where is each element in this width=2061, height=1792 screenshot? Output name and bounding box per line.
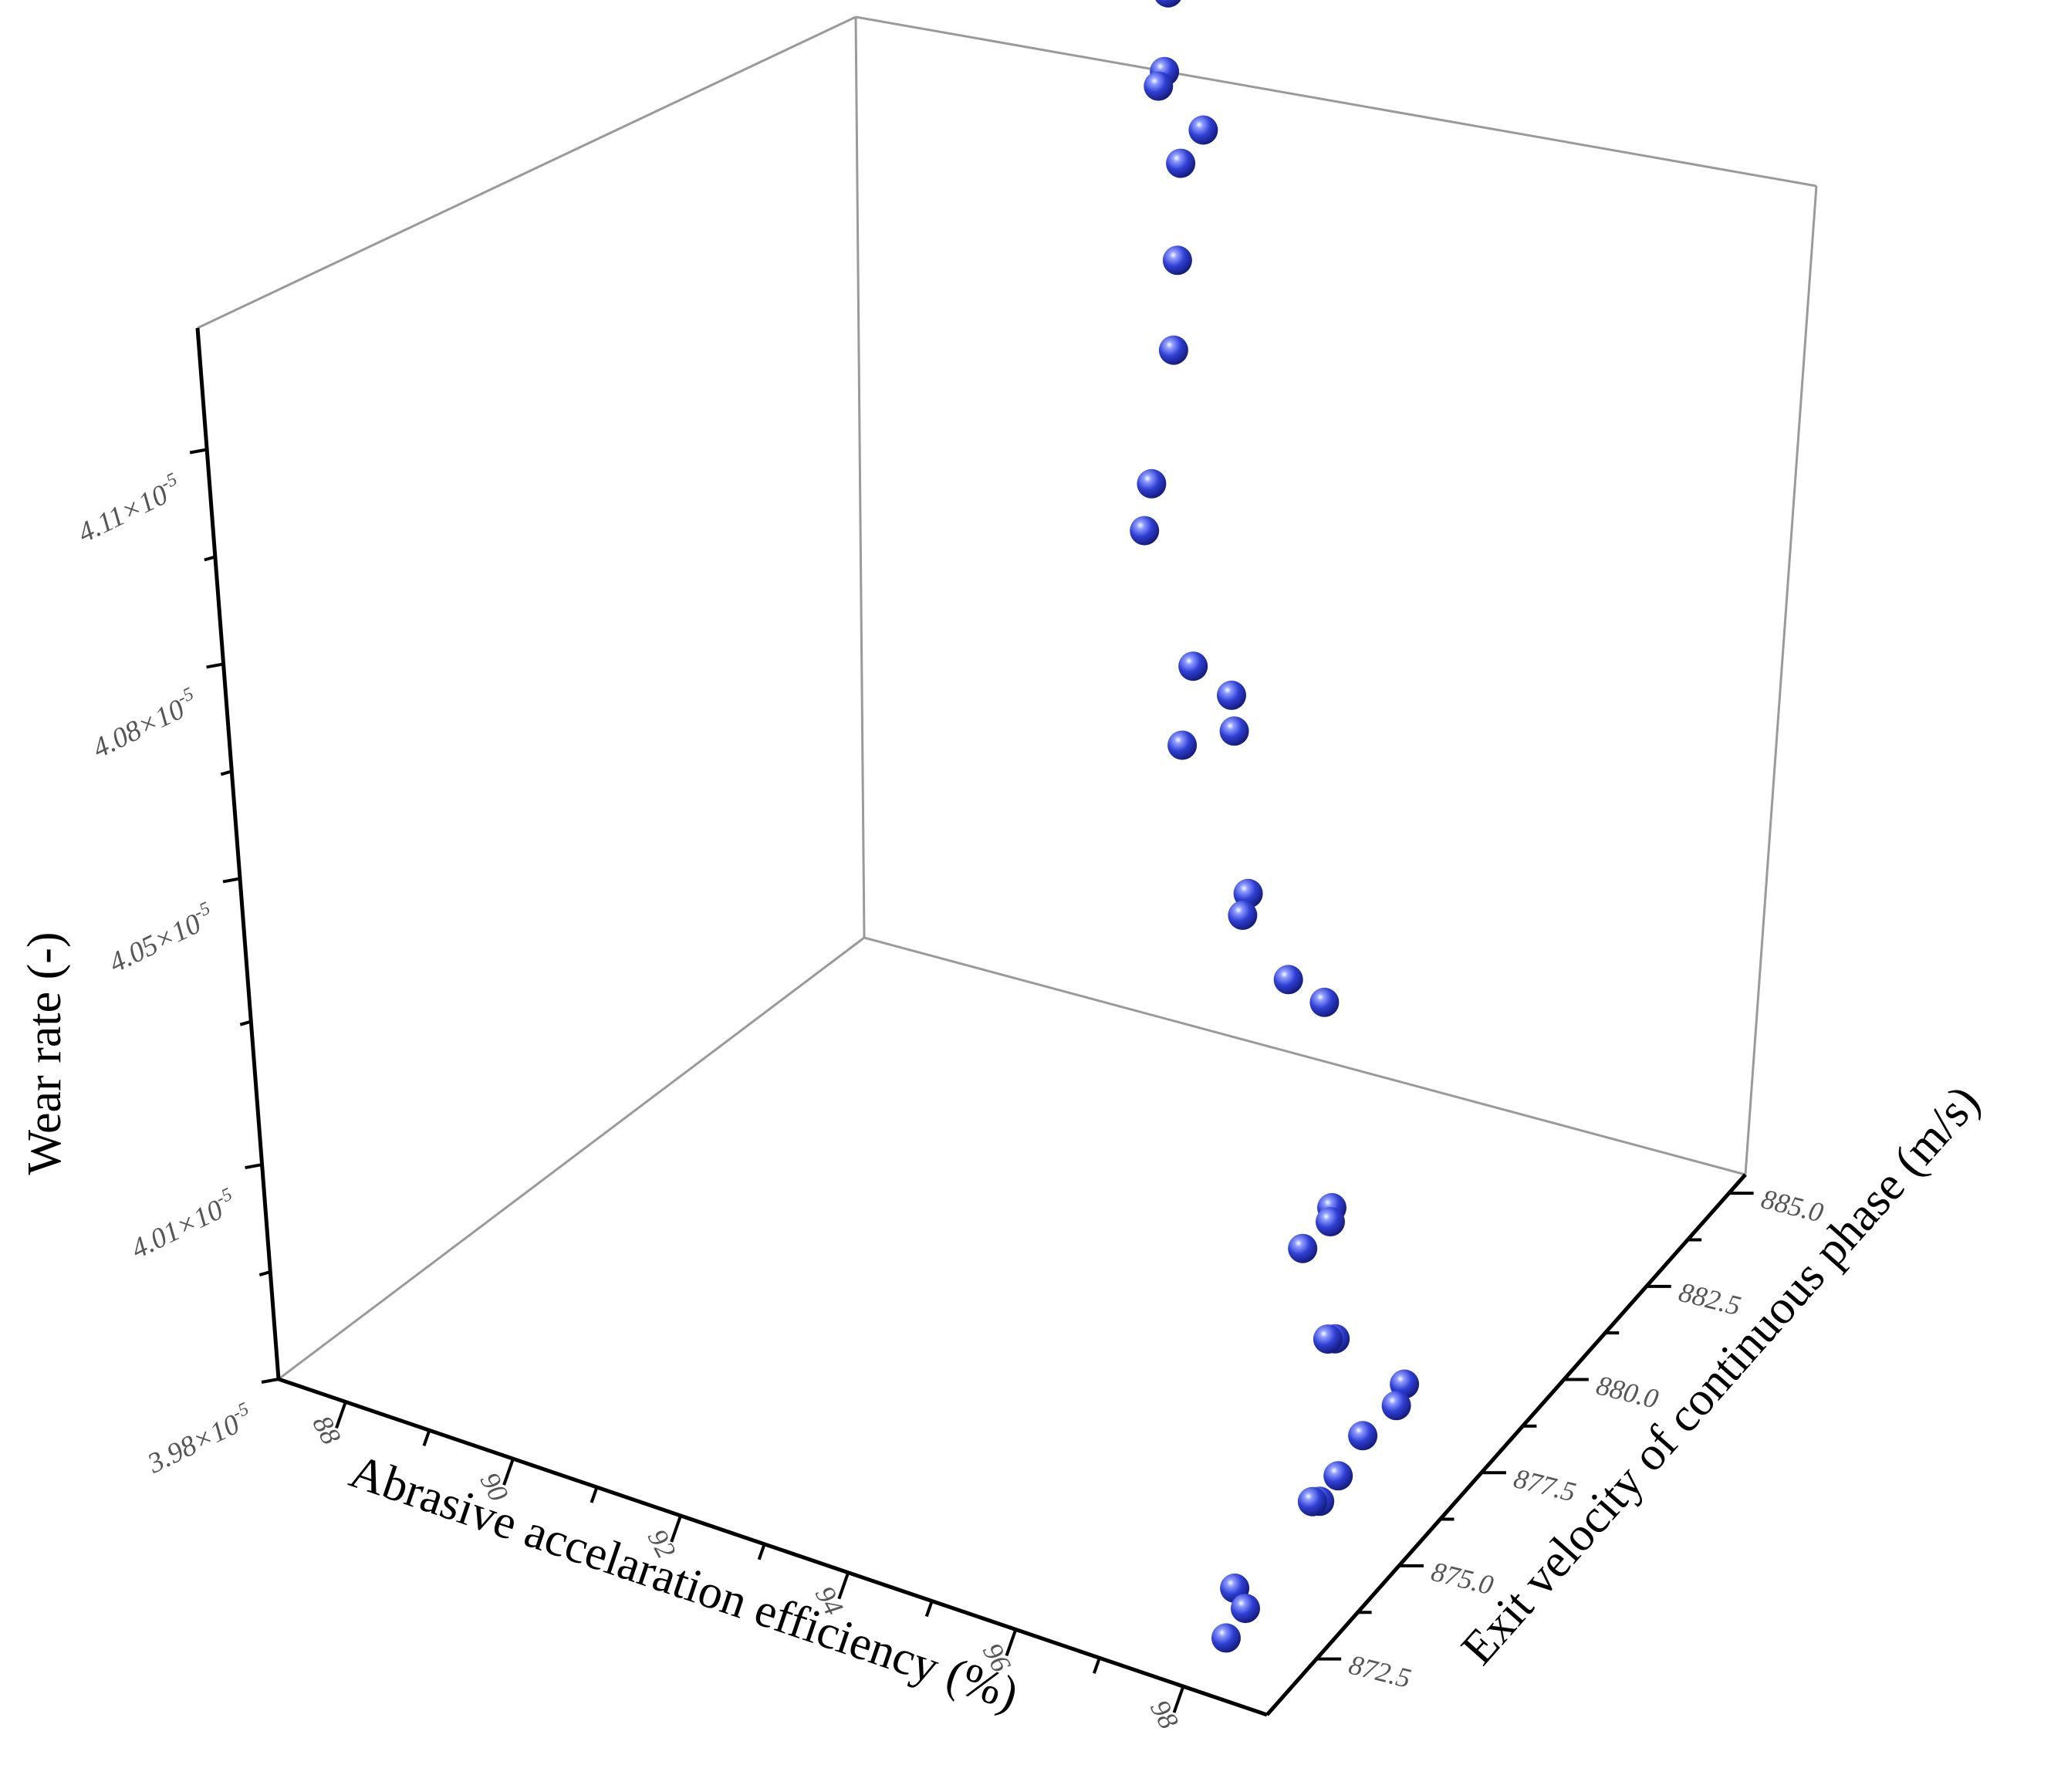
scatter-point [1273, 965, 1303, 995]
y-tick-label: 877.5 [1511, 1462, 1579, 1507]
scatter-point [1316, 1207, 1345, 1237]
z-tick [204, 555, 216, 562]
z-tick [261, 1378, 279, 1384]
x-tick [1172, 1685, 1185, 1713]
z-tick [220, 769, 232, 776]
scatter-point [1155, 0, 1181, 8]
x-tick [1005, 1628, 1018, 1657]
x-tick [757, 1543, 766, 1560]
scatter-point [1167, 730, 1198, 760]
z-tick-label: 4.01×10-5 [125, 1185, 242, 1266]
box-frame [197, 15, 1818, 1381]
axis-ticks [189, 448, 1754, 1713]
frame-right-vertical [1744, 185, 1818, 1175]
scatter-point [1137, 468, 1167, 499]
y-tick-label: 882.5 [1676, 1276, 1744, 1321]
frame-top-left [197, 15, 856, 330]
scatter-point [1309, 987, 1340, 1017]
x-axis-title: Abrasive accelaration efficiency (%) [343, 1445, 1025, 1720]
scatter-point [1219, 716, 1249, 746]
x-tick [1092, 1657, 1101, 1674]
x-tick [422, 1429, 431, 1447]
scatter-point [1188, 115, 1218, 145]
z-tick-label: 4.05×10-5 [103, 898, 220, 979]
x-tick [502, 1458, 515, 1486]
frame-top-right [855, 15, 1817, 188]
scatter-point [1381, 1391, 1411, 1421]
scatter-point [1217, 680, 1246, 710]
z-tick [222, 877, 241, 884]
scatter-point [1323, 1461, 1353, 1491]
x-tick [924, 1600, 934, 1618]
scatter-point [1166, 148, 1196, 178]
y-axis-line [1265, 1173, 1747, 1716]
data-points [1130, 0, 1420, 1653]
x-tick [837, 1572, 850, 1600]
z-tick-label: 4.11×10-5 [72, 469, 187, 549]
y-tick-label: 880.0 [1593, 1369, 1661, 1414]
scatter-point [1158, 335, 1188, 365]
scatter-point [1348, 1421, 1378, 1451]
z-tick [239, 1019, 252, 1026]
y-tick-label: 885.0 [1759, 1183, 1826, 1228]
y-tick-label: 875.0 [1428, 1556, 1496, 1601]
scatter-point [1144, 71, 1174, 101]
z-tick-label: 4.08×10-5 [86, 684, 204, 765]
scatter-point [1178, 651, 1208, 681]
axes [195, 327, 1747, 1717]
x-tick [335, 1401, 347, 1429]
frame-floor-back-left [278, 936, 865, 1381]
scatter-point [1211, 1623, 1241, 1653]
scatter-point [1231, 1594, 1260, 1624]
y-tick-label: 872.5 [1346, 1649, 1414, 1694]
scatter-point [1288, 1233, 1318, 1263]
scatter-point [1313, 1324, 1343, 1354]
z-tick [189, 448, 208, 455]
z-tick [206, 662, 224, 669]
scatter-point [1130, 516, 1160, 546]
z-axis-line [195, 327, 281, 1380]
frame-floor-back-right [863, 936, 1746, 1176]
z-tick [258, 1270, 271, 1276]
scatter-point [1162, 245, 1192, 276]
x-axis-line [278, 1377, 1268, 1717]
scatter-point [1297, 1486, 1327, 1516]
z-axis-title: Wear rate (-) [19, 932, 71, 1175]
frame-back-vertical [854, 16, 866, 938]
z-tick-label: 3.98×10-5 [140, 1399, 258, 1480]
y-axis-title: Exit velocity of continuous phase (m/s) [1451, 1076, 1990, 1675]
x-tick [670, 1515, 682, 1543]
scatter-point [1228, 901, 1258, 930]
x-tick [590, 1486, 599, 1503]
z-tick [245, 1163, 262, 1170]
